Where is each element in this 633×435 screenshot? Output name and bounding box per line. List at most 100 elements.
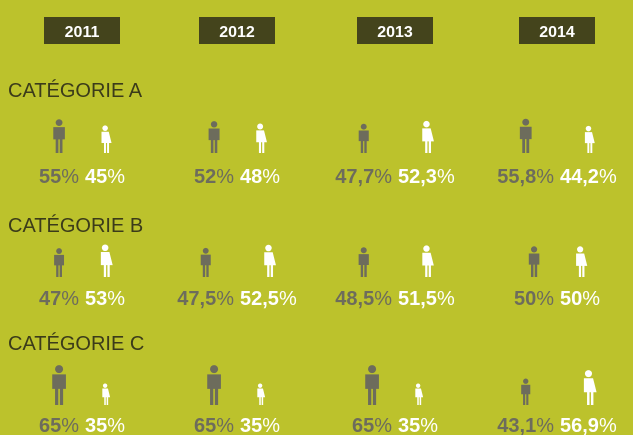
body xyxy=(365,374,379,405)
head xyxy=(360,123,367,130)
woman-icon xyxy=(576,246,588,277)
woman-icon xyxy=(415,383,424,405)
year-box xyxy=(357,17,433,44)
percent-label: 52,5% xyxy=(240,288,297,310)
head xyxy=(585,125,592,132)
body xyxy=(415,388,424,405)
man-icon xyxy=(200,247,211,277)
body xyxy=(576,253,588,277)
body xyxy=(528,253,540,277)
year-label: 2011 xyxy=(65,24,100,41)
year-label: 2012 xyxy=(219,24,255,41)
body xyxy=(358,130,369,153)
percent-label: 50% xyxy=(560,288,600,310)
woman-icon xyxy=(257,383,266,405)
body xyxy=(207,374,221,405)
category-label: CATÉGORIE B xyxy=(8,214,143,237)
head xyxy=(102,125,108,131)
man-icon xyxy=(53,119,65,153)
year-label: 2014 xyxy=(539,24,575,41)
man-icon xyxy=(521,378,531,405)
head xyxy=(522,118,530,126)
percent-label: 55,8% xyxy=(497,166,554,188)
body xyxy=(519,126,532,153)
year-box xyxy=(519,17,595,44)
head xyxy=(202,247,209,254)
head xyxy=(55,119,63,127)
percent-label: 52% xyxy=(194,166,234,188)
percent-label: 51,5% xyxy=(398,288,455,310)
body xyxy=(53,127,65,153)
year-label: 2013 xyxy=(377,24,413,41)
man-icon xyxy=(52,365,66,405)
body xyxy=(257,388,266,405)
body xyxy=(101,131,112,153)
percent-label: 53% xyxy=(85,288,125,310)
head xyxy=(265,244,272,252)
head xyxy=(210,365,219,374)
head xyxy=(423,120,430,128)
percent-label: 50% xyxy=(514,288,554,310)
body xyxy=(521,384,531,405)
man-icon xyxy=(207,365,221,405)
percent-label: 48,5% xyxy=(335,288,392,310)
percent-label: 47,5% xyxy=(177,288,234,310)
percent-label: 43,1% xyxy=(497,415,554,435)
head xyxy=(210,121,218,128)
percent-label: 55% xyxy=(39,166,79,188)
percent-label: 47,7% xyxy=(335,166,392,188)
head xyxy=(584,370,592,378)
percent-label: 52,3% xyxy=(398,166,455,188)
woman-icon xyxy=(256,123,267,153)
body xyxy=(256,130,267,153)
body xyxy=(200,254,211,277)
percent-label: 35% xyxy=(85,415,125,435)
head xyxy=(102,383,108,388)
man-icon xyxy=(365,365,379,405)
head xyxy=(530,246,538,253)
category-label: CATÉGORIE A xyxy=(8,79,143,102)
body xyxy=(102,388,111,405)
head xyxy=(368,365,377,374)
percent-label: 45% xyxy=(85,166,125,188)
head xyxy=(55,365,64,374)
man-icon xyxy=(208,121,220,153)
percent-label: 56,9% xyxy=(560,415,617,435)
body xyxy=(208,128,220,153)
head xyxy=(56,248,62,254)
head xyxy=(423,245,430,252)
body xyxy=(264,252,276,277)
head xyxy=(101,244,109,252)
percent-label: 35% xyxy=(398,415,438,435)
head xyxy=(523,378,529,384)
head xyxy=(415,383,421,388)
man-icon xyxy=(358,247,369,277)
man-icon xyxy=(54,248,65,277)
woman-icon xyxy=(102,383,111,405)
percent-label: 65% xyxy=(352,415,392,435)
woman-icon xyxy=(101,125,112,153)
percent-label: 44,2% xyxy=(560,166,617,188)
head xyxy=(360,247,367,254)
head xyxy=(257,383,263,388)
body xyxy=(54,254,65,277)
body xyxy=(584,132,595,153)
percent-label: 48% xyxy=(240,166,280,188)
head xyxy=(577,246,584,253)
man-icon xyxy=(358,123,369,153)
year-box xyxy=(44,17,120,44)
year-box xyxy=(199,17,275,44)
body xyxy=(52,374,66,405)
percent-label: 65% xyxy=(194,415,234,435)
woman-icon xyxy=(584,125,595,153)
head xyxy=(257,123,264,130)
percent-label: 35% xyxy=(240,415,280,435)
category-label: CATÉGORIE C xyxy=(8,332,144,355)
percent-label: 47% xyxy=(39,288,79,310)
percent-label: 65% xyxy=(39,415,79,435)
man-icon xyxy=(519,118,532,153)
woman-icon xyxy=(264,244,276,277)
body xyxy=(358,254,369,277)
